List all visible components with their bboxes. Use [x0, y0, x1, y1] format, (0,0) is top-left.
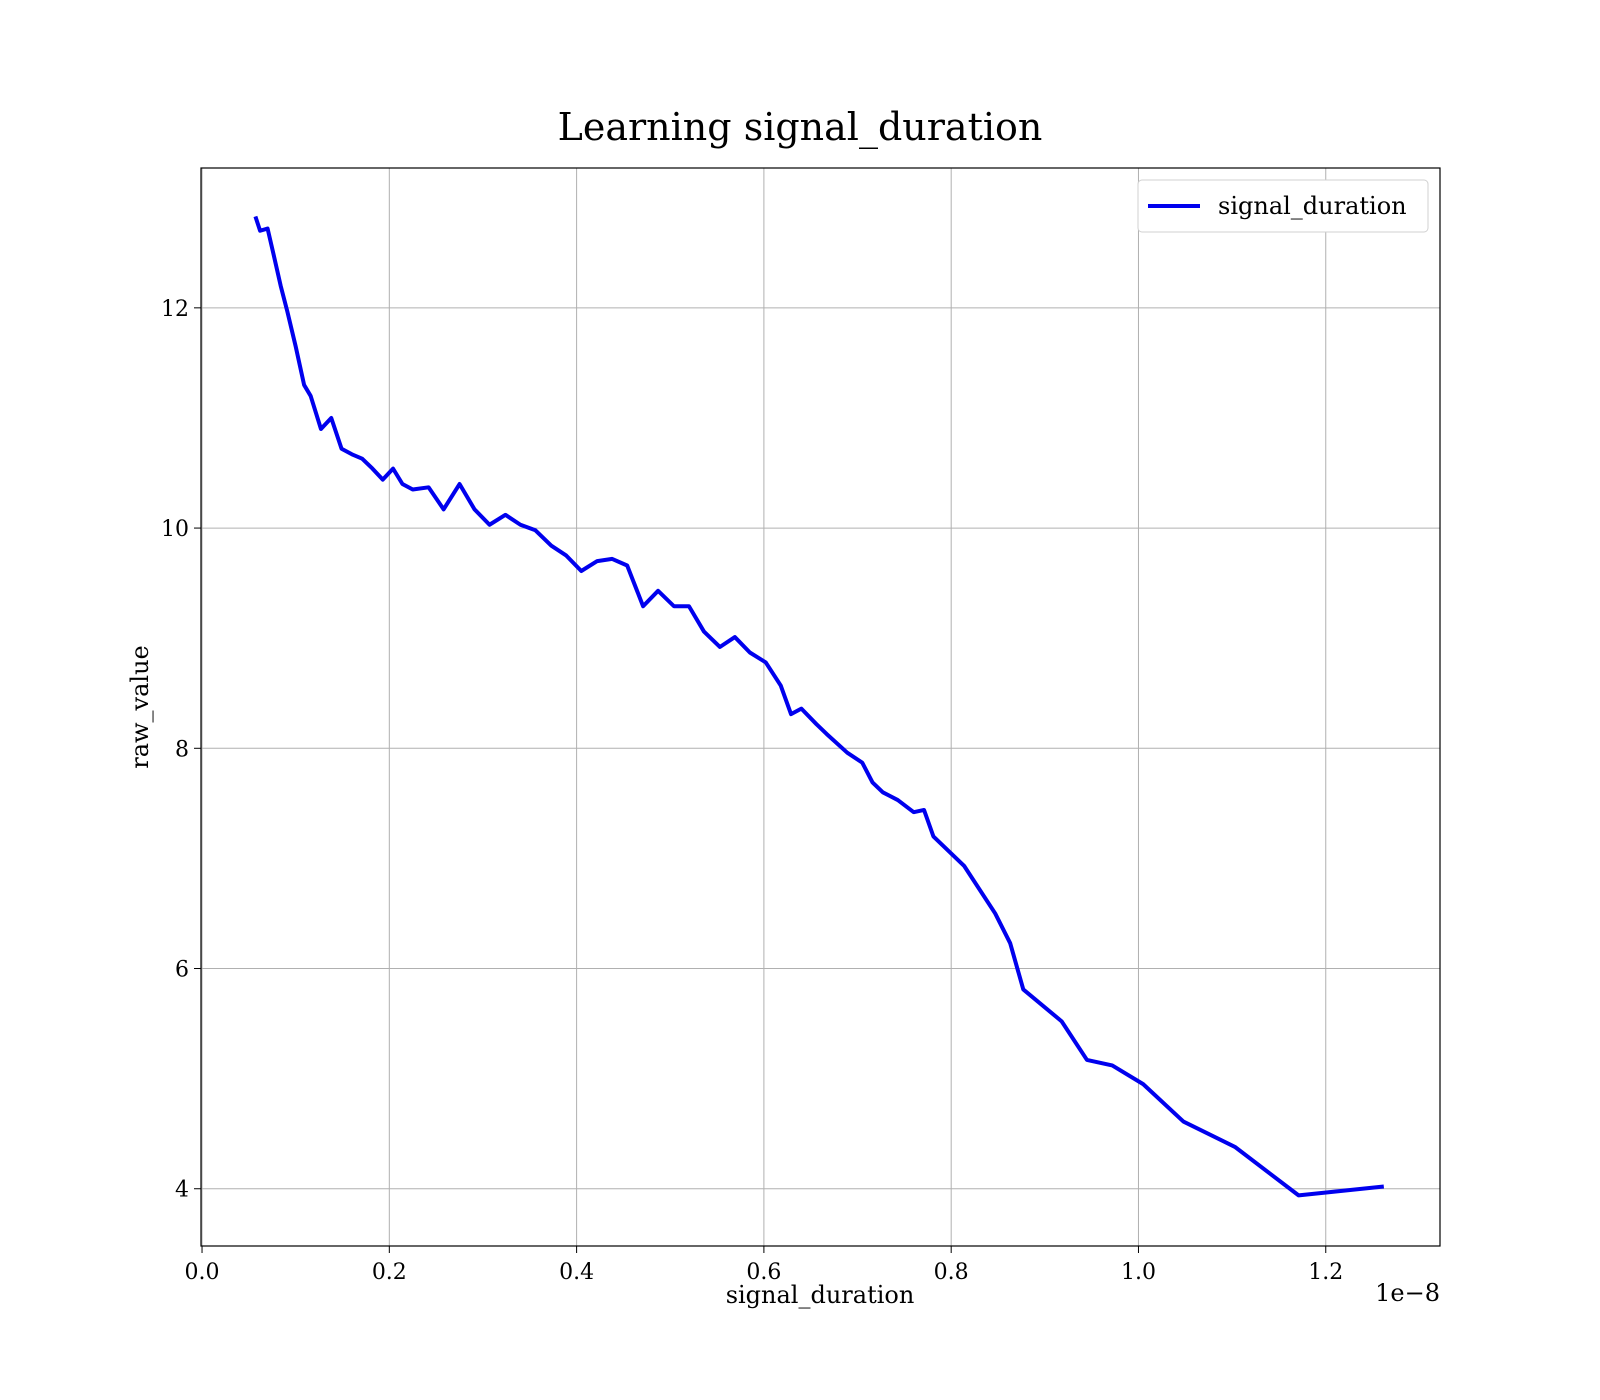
- y-tick-label: 12: [161, 297, 189, 322]
- x-tick-label: 0.6: [746, 1260, 781, 1285]
- legend-label: signal_duration: [1218, 192, 1407, 220]
- x-tick-label: 1.0: [1121, 1260, 1156, 1285]
- y-tick-label: 10: [161, 517, 189, 542]
- y-axis-label: raw_value: [126, 645, 154, 769]
- x-tick-label: 0.2: [372, 1260, 407, 1285]
- x-offset-label: 1e−8: [1375, 1279, 1440, 1307]
- y-tick-label: 4: [175, 1178, 189, 1203]
- x-axis-label: signal_duration: [726, 1281, 915, 1309]
- x-tick-label: 1.2: [1308, 1260, 1343, 1285]
- plot-frame: [200, 167, 1441, 1247]
- legend-box: [1137, 179, 1429, 233]
- x-tick-label: 0.0: [185, 1260, 220, 1285]
- y-tick-label: 6: [175, 958, 189, 983]
- y-tick-label: 8: [175, 737, 189, 762]
- chart-title: Learning signal_duration: [558, 105, 1043, 150]
- x-tick-label: 0.8: [934, 1260, 969, 1285]
- x-tick-label: 0.4: [559, 1260, 594, 1285]
- data-line: [253, 215, 1385, 1198]
